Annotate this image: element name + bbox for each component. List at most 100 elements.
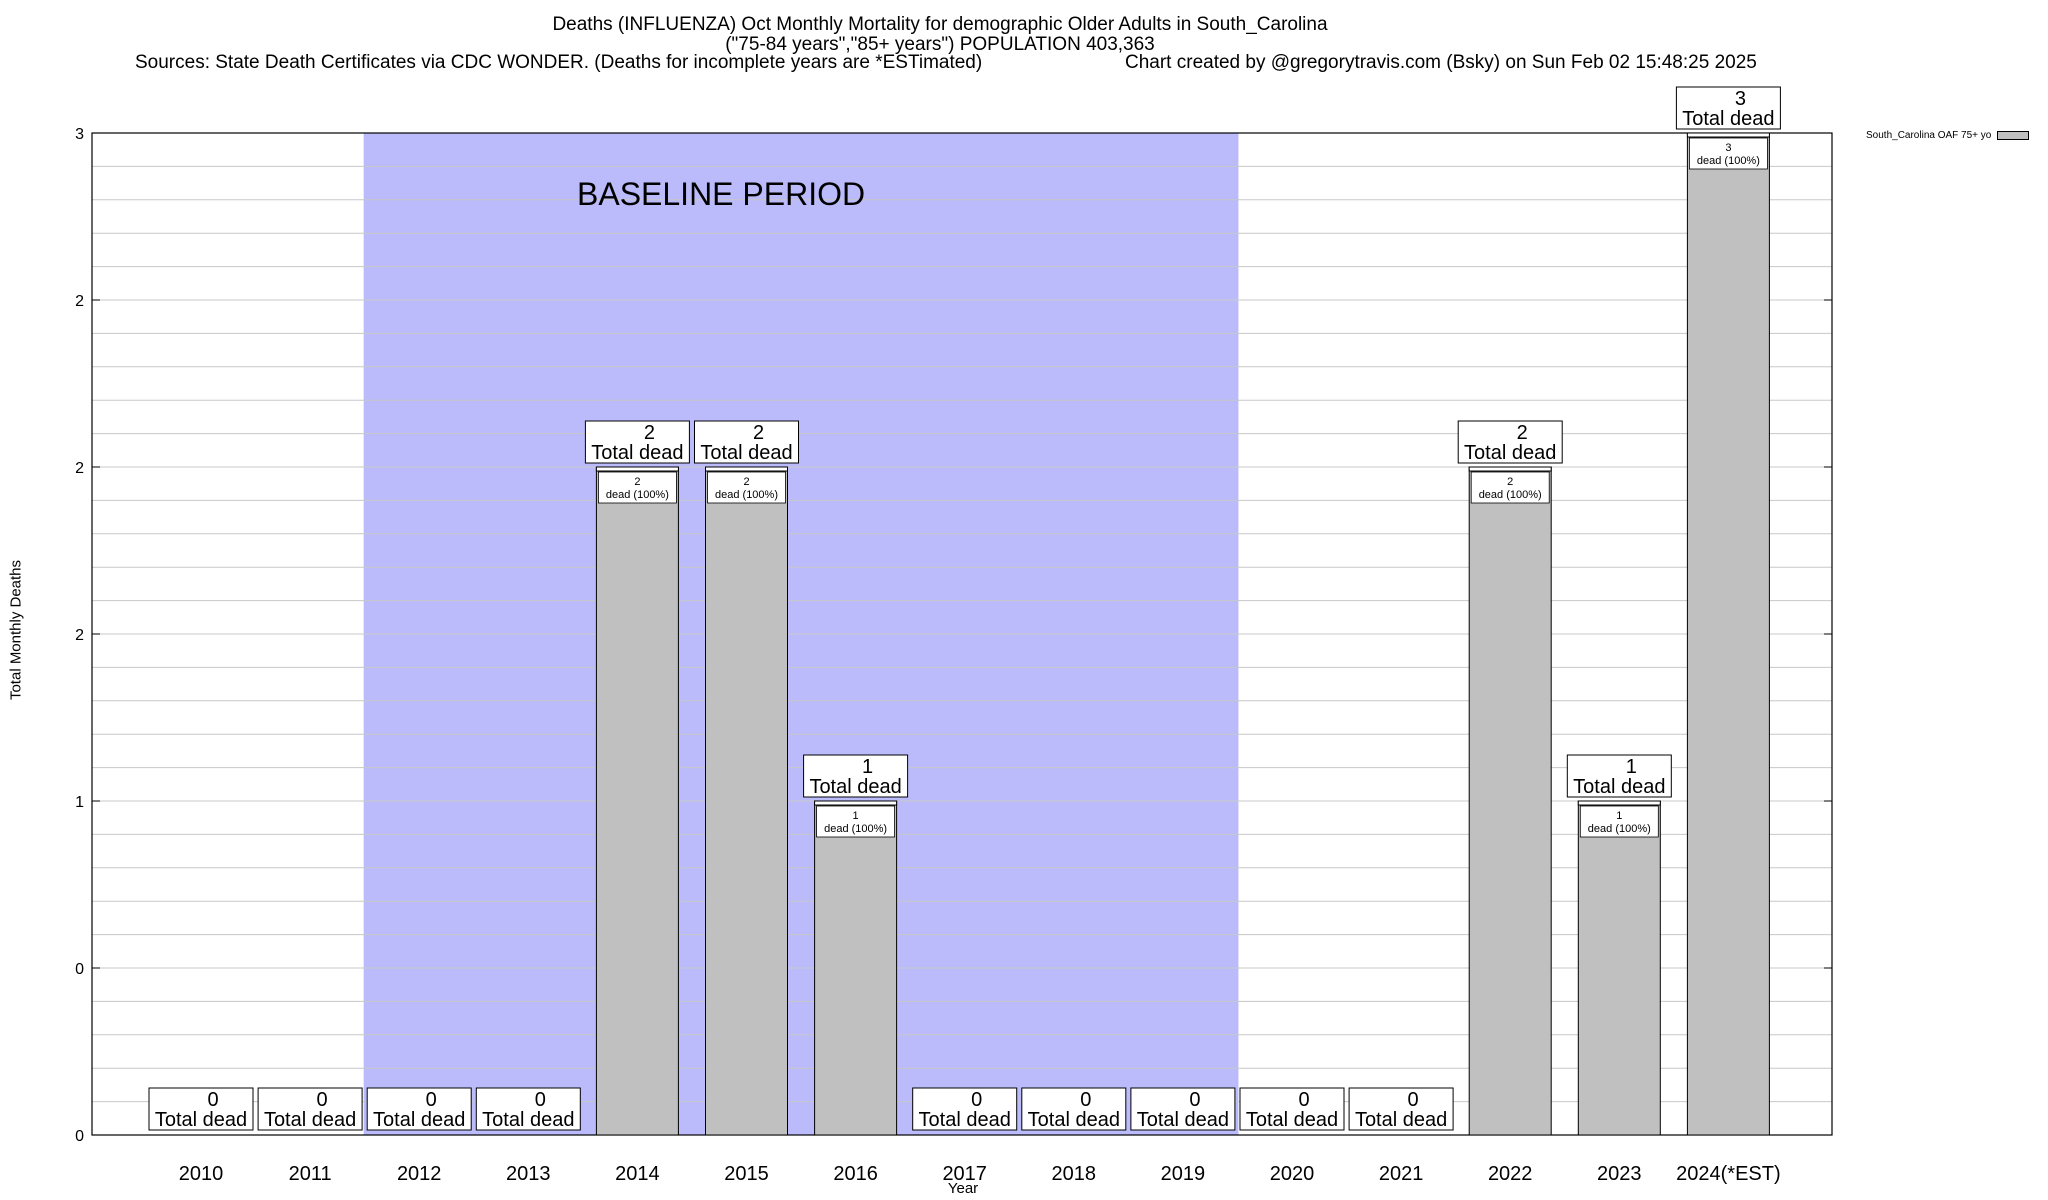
total-label-box: [148, 1087, 254, 1131]
total-value-label: 0: [317, 1089, 328, 1111]
total-value-label: 0: [1189, 1089, 1200, 1111]
segment-pct-label: dead (100%): [1588, 823, 1651, 835]
x-tick-label: 2010: [179, 1163, 224, 1185]
total-value-label: 2: [753, 422, 764, 444]
total-label-box: [1675, 86, 1781, 130]
total-text-label: Total dead: [1137, 1109, 1229, 1131]
total-value-label: 1: [862, 756, 873, 778]
x-tick-label: 2019: [1161, 1163, 1206, 1185]
bar-top-segment: [1577, 800, 1661, 806]
total-text-label: Total dead: [1355, 1109, 1447, 1131]
segment-label-box: [707, 471, 786, 504]
segment-pct-label: dead (100%): [1479, 489, 1542, 501]
total-text-label: Total dead: [482, 1109, 574, 1131]
total-label-box: [803, 754, 909, 798]
sources-note: Sources: State Death Certificates via CD…: [135, 52, 983, 73]
total-value-label: 0: [1298, 1089, 1309, 1111]
total-label-box: [694, 420, 799, 464]
total-text-label: Total dead: [264, 1109, 356, 1131]
chart-credit: Chart created by @gregorytravis.com (Bsk…: [1125, 52, 1757, 73]
total-value-label: 0: [207, 1089, 218, 1111]
legend-label: South_Carolina OAF 75+ yo: [1866, 130, 1992, 141]
bar: [814, 800, 898, 1136]
segment-value-label: 2: [743, 476, 749, 488]
total-text-label: Total dead: [1464, 442, 1556, 464]
bar: [1468, 466, 1552, 1136]
segment-label-box: [598, 471, 677, 504]
x-tick-label: 2022: [1488, 1163, 1533, 1185]
chart-title: Deaths (INFLUENZA) Oct Monthly Mortality…: [552, 14, 1328, 35]
segment-value-label: 2: [634, 476, 640, 488]
x-tick-label: 2015: [724, 1163, 769, 1185]
segment-label-box: [1689, 137, 1768, 170]
total-label-box: [257, 1087, 363, 1131]
segment-label-box: [816, 805, 895, 838]
y-tick-label: 0: [75, 961, 84, 978]
segment-value-label: 3: [1725, 142, 1731, 154]
baseline-label: BASELINE PERIOD: [577, 176, 865, 212]
y-tick-label: 2: [75, 627, 84, 644]
total-text-label: Total dead: [155, 1109, 247, 1131]
total-label-box: [1566, 754, 1672, 798]
total-value-label: 0: [1080, 1089, 1091, 1111]
x-tick-label: 2013: [506, 1163, 551, 1185]
total-text-label: Total dead: [700, 442, 792, 464]
total-value-label: 1: [1626, 756, 1637, 778]
total-text-label: Total dead: [1028, 1109, 1120, 1131]
x-tick-label: 2014: [615, 1163, 660, 1185]
total-text-label: Total dead: [809, 776, 901, 798]
total-text-label: Total dead: [1682, 108, 1774, 130]
total-text-label: Total dead: [1573, 776, 1665, 798]
total-label-box: [1021, 1087, 1127, 1131]
bar: [1686, 132, 1770, 1136]
x-tick-label: 2023: [1597, 1163, 1642, 1185]
segment-pct-label: dead (100%): [606, 489, 669, 501]
x-tick-label: 2021: [1379, 1163, 1424, 1185]
segment-pct-label: dead (100%): [1697, 155, 1760, 167]
x-tick-label: 2016: [833, 1163, 878, 1185]
x-tick-label: 2017: [942, 1163, 987, 1185]
total-value-label: 2: [644, 422, 655, 444]
x-tick-label: 2018: [1052, 1163, 1097, 1185]
total-text-label: Total dead: [373, 1109, 465, 1131]
total-text-label: Total dead: [1246, 1109, 1338, 1131]
bar-top-segment: [705, 466, 788, 472]
total-value-label: 2: [1517, 422, 1528, 444]
x-tick-label: 2011: [289, 1163, 332, 1185]
total-value-label: 0: [971, 1089, 982, 1111]
segment-value-label: 1: [853, 810, 859, 822]
bar-top-segment: [814, 800, 898, 806]
segment-label-box: [1470, 471, 1550, 504]
chart-subtitle: ("75-84 years","85+ years") POPULATION 4…: [725, 34, 1155, 55]
total-text-label: Total dead: [591, 442, 683, 464]
bar: [1577, 800, 1661, 1136]
x-tick-label: 2012: [397, 1163, 442, 1185]
total-label-box: [1348, 1087, 1454, 1131]
segment-value-label: 1: [1616, 810, 1622, 822]
total-value-label: 0: [1408, 1089, 1419, 1111]
total-text-label: Total dead: [919, 1109, 1011, 1131]
segment-pct-label: dead (100%): [715, 489, 778, 501]
x-tick-label: 2024(*EST): [1676, 1163, 1781, 1185]
legend: South_Carolina OAF 75+ yo: [1866, 130, 2030, 141]
total-value-label: 3: [1735, 88, 1746, 110]
total-label-box: [366, 1087, 472, 1131]
y-tick-label: 2: [75, 460, 84, 477]
total-label-box: [584, 420, 690, 464]
y-tick-label: 2: [75, 293, 84, 310]
total-label-box: [1457, 420, 1563, 464]
segment-value-label: 2: [1507, 476, 1513, 488]
bar-top-segment: [595, 466, 679, 472]
y-tick-label: 1: [75, 794, 84, 811]
bar-top-segment: [1468, 466, 1552, 472]
segment-label-box: [1579, 805, 1659, 838]
legend-swatch: [1997, 131, 2030, 140]
total-label-box: [1130, 1087, 1236, 1131]
y-tick-label: 3: [75, 126, 84, 143]
segment-pct-label: dead (100%): [824, 823, 887, 835]
bar: [705, 466, 788, 1136]
bar: [595, 466, 679, 1136]
total-value-label: 0: [426, 1089, 437, 1111]
total-label-box: [1239, 1087, 1345, 1131]
